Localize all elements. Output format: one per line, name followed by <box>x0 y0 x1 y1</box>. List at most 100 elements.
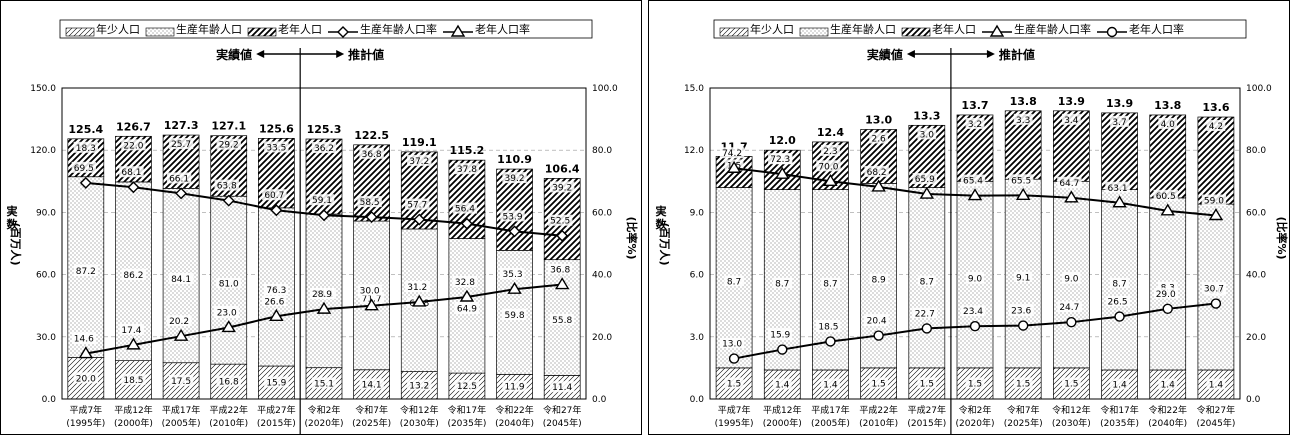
line-data-label: 28.9 <box>312 290 332 300</box>
line-label-bg <box>214 306 239 318</box>
actual-label: 実績値 <box>216 47 252 62</box>
line-label-bg <box>452 202 478 214</box>
data-label-bg <box>359 378 384 390</box>
series-marker <box>919 186 935 199</box>
data-label-working: 76.3 <box>266 286 286 296</box>
bar-total-label: 127.1 <box>211 120 246 133</box>
data-label-bg <box>121 268 146 280</box>
line-label-bg <box>71 332 97 344</box>
y-tick-label: 9.0 <box>690 208 705 218</box>
data-label-bg <box>359 292 384 304</box>
x-tick-label: 令和22年 <box>1149 404 1187 416</box>
line-data-label: 20.4 <box>867 317 887 327</box>
data-label-young: 1.4 <box>1209 380 1224 390</box>
y-tick-label: 150.0 <box>30 84 56 94</box>
y2-tick-label: 0.0 <box>592 395 607 405</box>
line-data-label: 23.4 <box>963 307 983 317</box>
bar-total-label: 125.4 <box>68 123 103 136</box>
divider-arrow-left <box>906 50 915 58</box>
data-label-bg <box>869 377 889 389</box>
data-label-bg <box>73 372 99 384</box>
data-label-young: 18.5 <box>123 376 143 386</box>
y2-axis-title: (比率%) <box>625 216 639 259</box>
data-label-bg <box>1158 117 1178 129</box>
data-label-working: 8.7 <box>920 277 934 287</box>
data-label-bg <box>73 141 99 153</box>
data-label-bg <box>1061 377 1081 389</box>
data-label-old: 36.2 <box>314 144 334 154</box>
y-tick-label: 60.0 <box>36 271 56 281</box>
plot-area <box>709 87 1241 400</box>
line-label-bg <box>166 172 192 184</box>
data-label-bg <box>724 377 744 389</box>
bar-total-label: 13.8 <box>1154 99 1181 112</box>
data-label-bg <box>965 377 985 389</box>
line-data-label: 13.0 <box>722 340 742 350</box>
data-label-working: 8.7 <box>727 277 741 287</box>
line-label-bg <box>500 210 525 222</box>
data-label-bg <box>869 132 889 144</box>
line-label-bg <box>1008 174 1034 186</box>
divider-arrow-left <box>256 50 265 58</box>
line-label-bg <box>1008 304 1034 316</box>
bar-total-label: 106.4 <box>545 162 580 175</box>
line-label-bg <box>547 214 573 226</box>
line-data-label: 24.7 <box>1059 303 1079 313</box>
data-label-old: 39.2 <box>552 183 572 193</box>
line-data-label: 17.4 <box>121 326 141 336</box>
line-data-label: 35.3 <box>503 270 523 280</box>
x-tick-label: 平成12年 <box>114 404 152 416</box>
data-label-bg <box>965 117 985 129</box>
series-marker <box>1064 190 1079 203</box>
line-label-bg <box>262 189 287 201</box>
bar-total-label: 12.4 <box>817 126 844 139</box>
series-marker <box>459 289 475 302</box>
line-data-label: 59.0 <box>1204 197 1224 207</box>
series-marker <box>775 166 790 179</box>
data-label-old: 18.3 <box>76 144 96 154</box>
data-label-bg <box>1061 272 1081 284</box>
data-label-old: 37.8 <box>457 165 477 175</box>
data-label-young: 1.5 <box>727 379 741 389</box>
line-data-label: 65.5 <box>1011 176 1031 186</box>
y-tick-label: 6.0 <box>690 271 705 281</box>
series-marker <box>825 336 836 347</box>
data-label-young: 14.1 <box>362 380 382 390</box>
series-marker <box>873 330 884 341</box>
y-axis-title-char: 実 <box>656 204 667 218</box>
data-label-working: 87.2 <box>76 267 96 277</box>
data-label-bg <box>121 139 146 151</box>
data-label-young: 1.5 <box>920 379 934 389</box>
x-tick-label: 平成17年 <box>811 404 849 416</box>
data-label-young: 16.8 <box>219 378 239 388</box>
data-label-bg <box>821 144 840 156</box>
legend-swatch-work <box>799 27 829 37</box>
series-marker <box>412 294 427 307</box>
data-label-bg <box>1206 120 1226 132</box>
series-marker <box>726 160 742 173</box>
y-tick-label: 30.0 <box>36 333 56 343</box>
data-label-bg <box>359 147 384 159</box>
data-label-bg <box>1158 378 1178 390</box>
line-data-label: 68.2 <box>867 168 887 178</box>
data-label-old: 36.8 <box>362 150 382 160</box>
y-axis-title-char: 実 <box>7 204 18 218</box>
x-tick-sublabel: (2005年) <box>162 417 201 429</box>
x-tick-label: 令和27年 <box>543 404 581 416</box>
line-label-bg <box>1105 295 1130 307</box>
x-tick-label: 令和27年 <box>1197 404 1235 416</box>
data-label-bg <box>549 381 575 393</box>
line-label-bg <box>864 314 889 326</box>
data-label-bg <box>1013 271 1033 283</box>
line-label-bg <box>1201 194 1227 206</box>
data-label-old: 39.2 <box>505 174 525 184</box>
line-label-bg <box>166 315 192 327</box>
legend-marker-diamond <box>337 26 349 38</box>
series-line-0: 74.2 72.3 70.0 68.2 65.9 65.4 65.5 64.7 63.1 60.5… <box>719 147 1227 221</box>
x-tick-label: 令和22年 <box>495 404 533 416</box>
data-label-young: 1.5 <box>871 379 885 389</box>
bar-total-label: 12.0 <box>769 134 796 147</box>
x-tick-sublabel: (2020年) <box>956 417 995 429</box>
data-label-old: 37.2 <box>409 157 429 167</box>
